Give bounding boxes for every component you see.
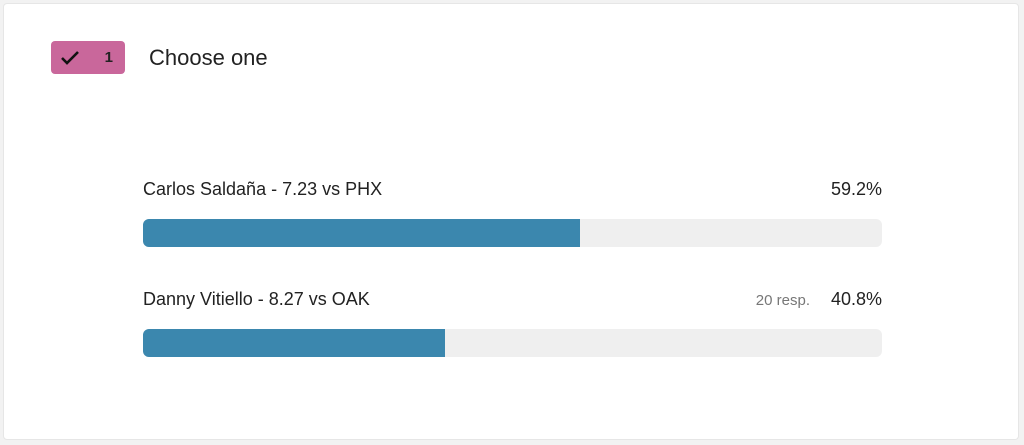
poll-card: 1 Choose one Carlos Saldaña - 7.23 vs PH… — [3, 3, 1019, 440]
result-bar — [143, 329, 445, 357]
option-percent: 40.8% — [830, 289, 882, 309]
option-row: Danny Vitiello - 8.27 vs OAK 40.8% 20 resp… — [143, 289, 882, 379]
option-row: Carlos Saldaña - 7.23 vs PHX 59.2% — [143, 179, 882, 269]
option-label: Carlos Saldaña - 7.23 vs PHX — [143, 179, 383, 199]
question-badge: 1 — [51, 41, 125, 74]
question-title: Choose one — [149, 45, 268, 70]
badge-number: 1 — [104, 49, 113, 66]
option-label: Danny Vitiello - 8.27 vs OAK — [143, 289, 370, 309]
check-icon — [61, 51, 79, 65]
response-count: 20 resp. — [755, 292, 810, 309]
bar-track — [143, 219, 882, 247]
bar-track — [143, 329, 882, 357]
result-bar — [143, 219, 581, 247]
option-percent: 59.2% — [830, 179, 882, 199]
